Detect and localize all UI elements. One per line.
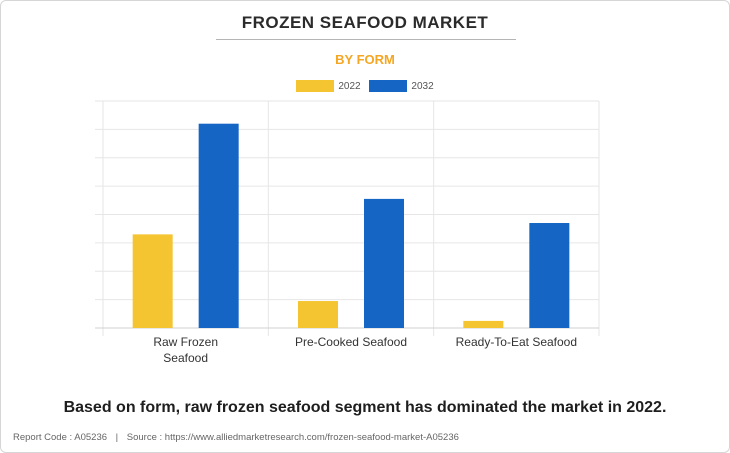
x-tick-label: Ready-To-Eat Seafood xyxy=(456,335,577,349)
source-link[interactable]: Source : https://www.alliedmarketresearc… xyxy=(126,432,459,443)
legend-item-2022[interactable]: 2022 xyxy=(296,80,361,92)
chart-subtitle: BY FORM xyxy=(335,52,395,67)
x-tick-label: Raw Frozen Seafood xyxy=(153,335,218,365)
legend: 2022 2032 xyxy=(1,80,729,95)
legend-label-2022: 2022 xyxy=(338,80,361,92)
report-code: Report Code : A05236 xyxy=(13,432,108,443)
bar-2022-1 xyxy=(132,234,173,328)
x-tick-label: Pre-Cooked Seafood xyxy=(295,335,407,349)
legend-label-2032: 2032 xyxy=(411,80,434,92)
legend-item-2032[interactable]: 2032 xyxy=(369,80,434,92)
footer-separator: | xyxy=(115,432,119,443)
bar-2032-3 xyxy=(529,223,570,328)
footer: Report Code : A05236 | Source : https://… xyxy=(13,432,459,443)
legend-swatch-2032 xyxy=(369,80,408,92)
title-divider xyxy=(216,39,516,40)
bar-2032-1 xyxy=(198,123,239,328)
bar-2022-3 xyxy=(463,320,504,328)
chart-caption: Based on form, raw frozen seafood segmen… xyxy=(63,399,667,416)
bar-2032-2 xyxy=(364,198,404,328)
legend-swatch-2022 xyxy=(296,80,335,92)
bar-2022-2 xyxy=(298,301,338,328)
bar-chart: Raw Frozen Seafood Pre-Cooked Seafood Ready… xyxy=(95,100,600,365)
chart-title: FROZEN SEAFOOD MARKET xyxy=(241,13,489,32)
